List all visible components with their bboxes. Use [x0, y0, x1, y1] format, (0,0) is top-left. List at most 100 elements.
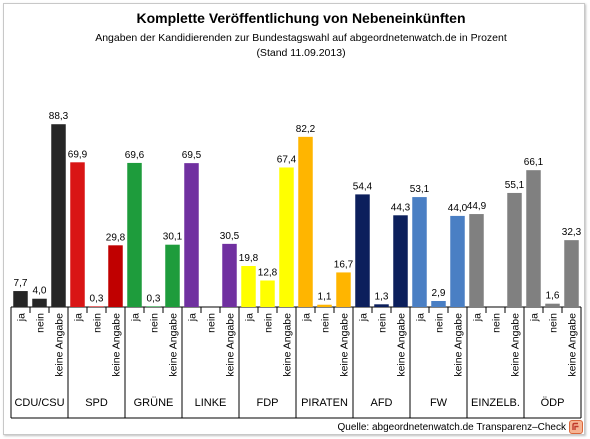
- bar-category-label: keine Angabe: [510, 313, 522, 377]
- bar: [393, 215, 408, 307]
- category-label: EINZELB.: [471, 397, 520, 409]
- bar-category-label: nein: [548, 313, 560, 333]
- bar-category-label: ja: [415, 313, 427, 322]
- data-label: 0,3: [147, 293, 161, 304]
- data-label: 1,6: [546, 291, 560, 302]
- category-label: FDP: [257, 397, 279, 409]
- bar-category-label: keine Angabe: [339, 313, 351, 377]
- bar-category-label: keine Angabe: [111, 313, 123, 377]
- chart-title: Komplette Veröffentlichung von Nebeneink…: [136, 10, 465, 26]
- bar-category-label: ja: [16, 313, 28, 322]
- category-label: LINKE: [195, 397, 227, 409]
- bar-category-label: keine Angabe: [567, 313, 579, 377]
- bar-category-label: ja: [130, 313, 142, 322]
- bar-category-label: ja: [244, 313, 256, 322]
- category-label: GRÜNE: [134, 397, 174, 409]
- category-label: ÖDP: [541, 397, 565, 409]
- bar: [507, 192, 522, 307]
- bar: [469, 214, 484, 307]
- data-label: 66,1: [524, 157, 544, 168]
- bar-category-label: ja: [73, 313, 85, 322]
- category-label: PIRATEN: [301, 397, 348, 409]
- bar: [374, 304, 389, 307]
- bar-category-label: nein: [35, 313, 47, 333]
- bar: [51, 124, 66, 308]
- bar-category-label: keine Angabe: [54, 313, 66, 377]
- data-label: 4,0: [33, 286, 47, 297]
- bar: [13, 291, 28, 307]
- bar-category-label: keine Angabe: [225, 313, 237, 377]
- data-label: 30,5: [220, 231, 240, 242]
- bar: [336, 272, 351, 307]
- data-label: 19,8: [239, 253, 259, 264]
- bar: [127, 162, 142, 307]
- source-caption: Quelle: abgeordnetenwatch.de Transparenz…: [337, 422, 566, 433]
- data-label: 69,6: [125, 150, 145, 161]
- data-label: 88,3: [49, 111, 69, 122]
- bar-category-label: ja: [358, 313, 370, 322]
- bar-category-label: ja: [301, 313, 313, 322]
- category-label: CDU/CSU: [14, 397, 64, 409]
- data-label: 53,1: [410, 184, 430, 195]
- abgeordnetenwatch-logo-icon: [569, 420, 583, 434]
- chart-frame: [3, 3, 585, 435]
- data-label: 16,7: [334, 259, 354, 270]
- bar: [108, 245, 123, 307]
- bar-category-label: nein: [149, 313, 161, 333]
- data-label: 7,7: [14, 278, 28, 289]
- data-label: 54,4: [353, 181, 373, 192]
- bar: [545, 303, 560, 307]
- bar: [70, 162, 85, 307]
- data-label: 67,4: [277, 154, 297, 165]
- bar: [355, 194, 370, 307]
- bar-category-label: keine Angabe: [282, 313, 294, 377]
- data-label: 82,2: [296, 124, 316, 135]
- chart-subtitle-date: (Stand 11.09.2013): [256, 47, 345, 59]
- data-label: 0,3: [90, 293, 104, 304]
- bar: [279, 167, 294, 307]
- bar: [184, 163, 199, 307]
- bar-category-label: keine Angabe: [396, 313, 408, 377]
- bar: [89, 306, 104, 307]
- bar: [241, 266, 256, 307]
- data-label: 69,9: [68, 149, 88, 160]
- data-label: 44,0: [448, 203, 468, 214]
- bar: [317, 304, 332, 307]
- data-label: 29,8: [106, 232, 126, 243]
- bar: [412, 197, 427, 307]
- bar-category-label: keine Angabe: [168, 313, 180, 377]
- data-label: 2,9: [432, 288, 446, 299]
- bar: [165, 244, 180, 307]
- category-label: AFD: [371, 397, 393, 409]
- data-label: 69,5: [182, 150, 202, 161]
- data-label: 1,1: [318, 292, 332, 303]
- bar-category-label: ja: [529, 313, 541, 322]
- data-label: 30,1: [163, 232, 183, 243]
- bar: [526, 170, 541, 307]
- bar-category-label: nein: [206, 313, 218, 333]
- bar-category-label: ja: [187, 313, 199, 322]
- bar-category-label: nein: [434, 313, 446, 333]
- data-label: 32,3: [562, 227, 582, 238]
- data-label: 44,3: [391, 202, 411, 213]
- chart-subtitle: Angaben der Kandidierenden zur Bundestag…: [95, 32, 507, 44]
- bar: [564, 240, 579, 307]
- bar-category-label: nein: [491, 313, 503, 333]
- bar: [450, 215, 465, 307]
- bar-category-label: ja: [472, 313, 484, 322]
- bar-category-label: nein: [263, 313, 275, 333]
- bar-category-label: nein: [377, 313, 389, 333]
- bar: [431, 300, 446, 307]
- data-label: 44,9: [467, 201, 487, 212]
- bar: [146, 306, 161, 307]
- data-label: 12,8: [258, 268, 278, 279]
- category-label: SPD: [85, 397, 108, 409]
- bar-category-label: nein: [320, 313, 332, 333]
- bar: [260, 280, 275, 307]
- bar: [222, 243, 237, 307]
- category-label: FW: [430, 397, 448, 409]
- bar: [32, 298, 47, 307]
- bar: [298, 136, 313, 307]
